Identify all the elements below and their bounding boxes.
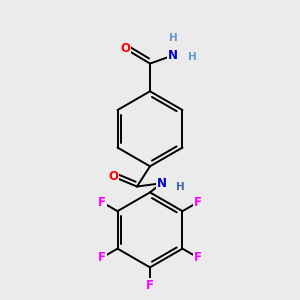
- Text: O: O: [109, 170, 118, 183]
- Text: F: F: [98, 196, 106, 209]
- Text: F: F: [194, 196, 202, 209]
- Text: N: N: [168, 49, 178, 62]
- Text: H: H: [188, 52, 196, 62]
- Text: H: H: [176, 182, 185, 191]
- Text: O: O: [121, 42, 130, 56]
- Text: N: N: [156, 177, 167, 190]
- Text: F: F: [98, 251, 106, 264]
- Text: F: F: [146, 279, 154, 292]
- Text: F: F: [194, 251, 202, 264]
- Text: H: H: [169, 33, 178, 43]
